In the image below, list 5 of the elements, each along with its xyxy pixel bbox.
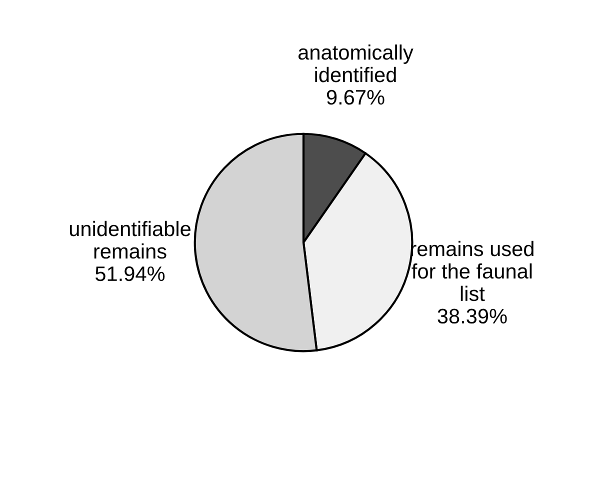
data-label: 9.67%: [326, 90, 384, 105]
slice-label: unidentifiable remains: [70, 220, 190, 259]
data-label: 38.39%: [438, 308, 507, 324]
slice-label: anatomically identified: [298, 44, 414, 82]
data-label: 51.94%: [96, 266, 165, 282]
